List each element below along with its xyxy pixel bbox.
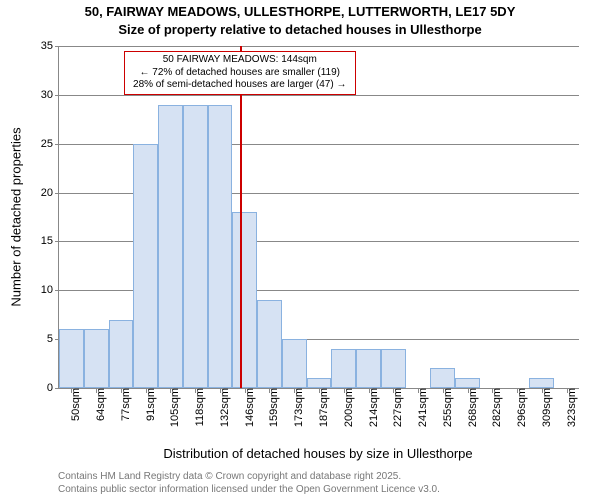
histogram-bar — [257, 300, 282, 388]
histogram-bar — [356, 349, 381, 388]
y-tick-label: 0 — [23, 382, 59, 394]
x-tick-label: 77sqm — [110, 388, 132, 421]
histogram-bar — [84, 329, 109, 388]
x-tick-label: 187sqm — [308, 388, 330, 427]
x-tick-label: 91sqm — [135, 388, 157, 421]
y-tick-label: 30 — [23, 89, 59, 101]
y-axis-label: Number of detached properties — [9, 127, 24, 306]
histogram-bar — [158, 105, 183, 388]
x-tick-label: 105sqm — [159, 388, 181, 427]
x-tick-label: 282sqm — [481, 388, 503, 427]
x-tick-label: 146sqm — [234, 388, 256, 427]
histogram-bar — [529, 378, 554, 388]
histogram-bar — [109, 320, 134, 388]
histogram-bar — [232, 212, 257, 388]
y-tick-label: 5 — [23, 333, 59, 345]
histogram-bar — [430, 368, 455, 388]
x-tick-label: 227sqm — [382, 388, 404, 427]
x-tick-label: 296sqm — [506, 388, 528, 427]
histogram-bar — [133, 144, 158, 388]
y-tick-label: 15 — [23, 235, 59, 247]
histogram-bar — [208, 105, 233, 388]
x-axis-label: Distribution of detached houses by size … — [163, 446, 472, 461]
y-tick-label: 35 — [23, 40, 59, 52]
plot-area: 0510152025303550sqm64sqm77sqm91sqm105sqm… — [58, 46, 579, 389]
annotation-line-1: 50 FAIRWAY MEADOWS: 144sqm — [129, 54, 351, 67]
x-tick-label: 132sqm — [209, 388, 231, 427]
x-tick-label: 159sqm — [258, 388, 280, 427]
histogram-bar — [455, 378, 480, 388]
x-tick-label: 323sqm — [556, 388, 578, 427]
x-tick-label: 255sqm — [432, 388, 454, 427]
annotation-line-2: ← 72% of detached houses are smaller (11… — [129, 67, 351, 80]
x-tick-label: 268sqm — [457, 388, 479, 427]
histogram-bar — [59, 329, 84, 388]
annotation-box: 50 FAIRWAY MEADOWS: 144sqm← 72% of detac… — [124, 51, 356, 95]
x-tick-label: 214sqm — [358, 388, 380, 427]
footer-line1: Contains HM Land Registry data © Crown c… — [58, 470, 440, 483]
x-tick-label: 200sqm — [333, 388, 355, 427]
x-tick-label: 241sqm — [407, 388, 429, 427]
x-tick-label: 64sqm — [85, 388, 107, 421]
histogram-bar — [381, 349, 406, 388]
attribution-footer: Contains HM Land Registry data © Crown c… — [58, 470, 440, 496]
histogram-bar — [331, 349, 356, 388]
annotation-line-3: 28% of semi-detached houses are larger (… — [129, 79, 351, 92]
footer-line2: Contains public sector information licen… — [58, 483, 440, 496]
x-tick-label: 118sqm — [184, 388, 206, 426]
histogram-chart: 50, FAIRWAY MEADOWS, ULLESTHORPE, LUTTER… — [0, 0, 600, 500]
x-tick-label: 173sqm — [283, 388, 305, 427]
chart-title-line2: Size of property relative to detached ho… — [0, 22, 600, 37]
x-tick-label: 309sqm — [531, 388, 553, 427]
chart-title-line1: 50, FAIRWAY MEADOWS, ULLESTHORPE, LUTTER… — [0, 4, 600, 19]
histogram-bar — [307, 378, 332, 388]
y-tick-label: 10 — [23, 284, 59, 296]
y-gridline — [59, 46, 579, 47]
y-gridline — [59, 95, 579, 96]
y-tick-label: 20 — [23, 187, 59, 199]
histogram-bar — [282, 339, 307, 388]
y-tick-label: 25 — [23, 138, 59, 150]
reference-line — [240, 46, 242, 388]
histogram-bar — [183, 105, 208, 388]
x-tick-label: 50sqm — [60, 388, 82, 421]
